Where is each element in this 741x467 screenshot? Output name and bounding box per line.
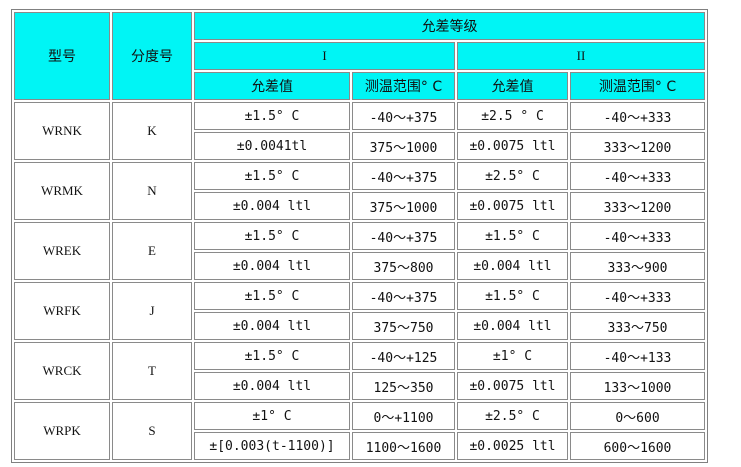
table-row: ±0.004 ltl 375～800 ±0.004 ltl 333～900	[14, 252, 705, 280]
graduation-cell: N	[112, 162, 192, 220]
graduation-cell: K	[112, 102, 192, 160]
range-i-cell: 375～1000	[352, 192, 455, 220]
graduation-cell: S	[112, 402, 192, 460]
header-model: 型号	[14, 12, 110, 100]
tolerance-ii-cell: ±1.5° C	[457, 222, 568, 250]
tolerance-i-cell: ±1.5° C	[194, 222, 350, 250]
table-row: WRNK K ±1.5° C -40～+375 ±2.5 ° C -40～+333	[14, 102, 705, 160]
tolerance-ii-cell: ±0.0075 ltl	[457, 372, 568, 400]
graduation-cell: E	[112, 222, 192, 280]
graduation-cell: T	[112, 342, 192, 400]
header-graduation: 分度号	[112, 12, 192, 100]
graduation-cell: J	[112, 282, 192, 340]
range-i-cell: 375～750	[352, 312, 455, 340]
tolerance-i-cell: ±0.0041tl	[194, 132, 350, 160]
tolerance-i-cell: ±0.004 ltl	[194, 252, 350, 280]
tolerance-i-cell: ±1.5° C	[194, 342, 350, 370]
header-class-i: I	[194, 42, 455, 70]
range-ii-cell: 600～1600	[570, 432, 705, 460]
range-i-cell: -40～+125	[352, 342, 455, 370]
table-row: WREK E ±1.5° C -40～+375 ±1.5° C -40～+333	[14, 222, 705, 280]
range-i-cell: -40～+375	[352, 162, 455, 190]
tolerance-ii-cell: ±0.004 ltl	[457, 252, 568, 280]
tolerance-i-cell: ±[0.003(t-1100)]	[194, 432, 350, 460]
tolerance-ii-cell: ±1° C	[457, 342, 568, 370]
table-row: WRMK N ±1.5° C -40～+375 ±2.5° C -40～+333	[14, 162, 705, 220]
table-row: ±0.004 ltl 125～350 ±0.0075 ltl 133～1000	[14, 372, 705, 400]
tolerance-ii-cell: ±2.5° C	[457, 162, 568, 190]
header-tolerance-ii: 允差值	[457, 72, 568, 100]
header-tolerance-class: 允差等级	[194, 12, 705, 40]
tolerance-i-cell: ±0.004 ltl	[194, 372, 350, 400]
range-ii-cell: -40～+333	[570, 162, 705, 190]
header-range-ii: 测温范围° C	[570, 72, 705, 100]
tolerance-i-cell: ±1° C	[194, 402, 350, 430]
range-ii-cell: 333～750	[570, 312, 705, 340]
range-ii-cell: -40～+333	[570, 282, 705, 310]
tolerance-ii-cell: ±0.0075 ltl	[457, 192, 568, 220]
tolerance-ii-cell: ±0.0025 ltl	[457, 432, 568, 460]
tolerance-i-cell: ±1.5° C	[194, 282, 350, 310]
tolerance-i-cell: ±1.5° C	[194, 162, 350, 190]
model-cell: WRFK	[14, 282, 110, 340]
header-class-ii: II	[457, 42, 705, 70]
range-ii-cell: 0～600	[570, 402, 705, 430]
table-row: ±0.004 ltl 375～750 ±0.004 ltl 333～750	[14, 312, 705, 340]
tolerance-ii-cell: ±2.5° C	[457, 402, 568, 430]
range-i-cell: 375～1000	[352, 132, 455, 160]
table-row: ±0.004 ltl 375～1000 ±0.0075 ltl 333～1200	[14, 192, 705, 220]
range-ii-cell: -40～+133	[570, 342, 705, 370]
tolerance-ii-cell: ±1.5° C	[457, 282, 568, 310]
tolerance-ii-cell: ±0.004 ltl	[457, 312, 568, 340]
table-row: ±[0.003(t-1100)] 1100～1600 ±0.0025 ltl 600～…	[14, 432, 705, 460]
range-i-cell: 1100～1600	[352, 432, 455, 460]
model-cell: WRCK	[14, 342, 110, 400]
range-ii-cell: -40～+333	[570, 222, 705, 250]
model-cell: WREK	[14, 222, 110, 280]
thermocouple-tolerance-table: 型号 分度号 允差等级 I II 允差值 测温范围° C 允差值 测温范围° C…	[11, 9, 708, 463]
tolerance-ii-cell: ±2.5 ° C	[457, 102, 568, 130]
model-cell: WRNK	[14, 102, 110, 160]
tolerance-i-cell: ±1.5° C	[194, 102, 350, 130]
range-ii-cell: 133～1000	[570, 372, 705, 400]
header-tolerance-i: 允差值	[194, 72, 350, 100]
tolerance-i-cell: ±0.004 ltl	[194, 192, 350, 220]
model-cell: WRPK	[14, 402, 110, 460]
range-i-cell: -40～+375	[352, 102, 455, 130]
table-row: WRCK T ±1.5° C -40～+125 ±1° C -40～+133	[14, 342, 705, 400]
range-ii-cell: 333～1200	[570, 192, 705, 220]
header-range-i: 测温范围° C	[352, 72, 455, 100]
range-i-cell: 375～800	[352, 252, 455, 280]
table-row: WRFK J ±1.5° C -40～+375 ±1.5° C -40～+333	[14, 282, 705, 340]
range-i-cell: 125～350	[352, 372, 455, 400]
range-ii-cell: -40～+333	[570, 102, 705, 130]
tolerance-i-cell: ±0.004 ltl	[194, 312, 350, 340]
table-row: WRPK S ±1° C 0～+1100 ±2.5° C 0～600	[14, 402, 705, 460]
range-ii-cell: 333～900	[570, 252, 705, 280]
range-ii-cell: 333～1200	[570, 132, 705, 160]
tolerance-ii-cell: ±0.0075 ltl	[457, 132, 568, 160]
range-i-cell: -40～+375	[352, 282, 455, 310]
model-cell: WRMK	[14, 162, 110, 220]
range-i-cell: -40～+375	[352, 222, 455, 250]
range-i-cell: 0～+1100	[352, 402, 455, 430]
table-row: ±0.0041tl 375～1000 ±0.0075 ltl 333～1200	[14, 132, 705, 160]
